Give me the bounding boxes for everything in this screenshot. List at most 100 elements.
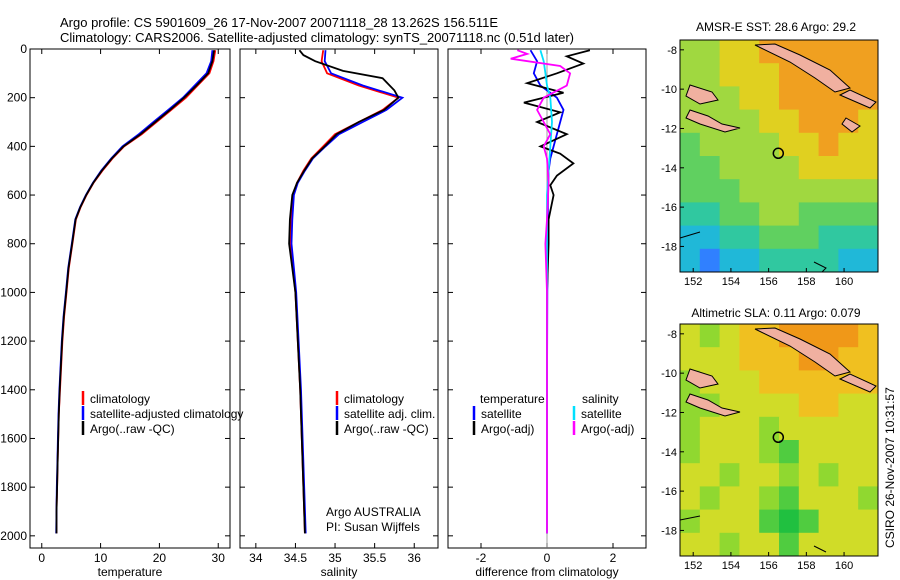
x-tick-label: 35 — [328, 551, 342, 565]
temperature-x-ticks: 0 10 20 30 — [38, 49, 225, 565]
salinity-x-ticks: 34 34.5 35 35.5 36 — [249, 49, 421, 565]
temperature-x-label: temperature — [98, 565, 163, 579]
heatmap-cell — [858, 509, 879, 534]
heatmap-cell — [818, 370, 839, 395]
heatmap-cell — [739, 156, 760, 180]
heatmap-cell — [739, 463, 760, 487]
heatmap-cell — [779, 109, 800, 134]
argo-note-line2: PI: Susan Wijffels — [326, 520, 420, 534]
heatmap-cell — [759, 440, 780, 464]
heatmap-cell — [719, 248, 740, 273]
map-y-tick-label: -8 — [667, 329, 677, 341]
salinity-lines — [288, 49, 405, 534]
map-x-tick-label: 158 — [797, 560, 815, 572]
salinity-panel: 34 34.5 35 35.5 36 salinity climatology sate… — [239, 48, 439, 579]
heatmap-cell — [838, 248, 859, 273]
heatmap-cell — [818, 248, 839, 273]
map-y-tick-label: -8 — [667, 45, 677, 57]
heatmap-cell — [680, 179, 701, 203]
y-tick-label: 2000 — [0, 529, 27, 543]
difference-x-label: difference from climatology — [475, 565, 618, 579]
argo-note-line1: Argo AUSTRALIA — [326, 505, 421, 519]
heatmap-cell — [838, 225, 859, 250]
heatmap-cell — [858, 486, 879, 511]
heatmap-cell — [759, 156, 780, 180]
map-x-tick-label: 158 — [797, 276, 815, 288]
coast-island-png-2 — [685, 109, 741, 133]
heatmap-cell — [719, 202, 740, 227]
heatmap-cell — [699, 132, 721, 157]
temperature-y-ticks: 0 200 400 600 800 1000 1200 1400 1600 1800 2000 — [0, 42, 230, 543]
x-tick-label: 34 — [249, 551, 263, 565]
heatmap-cell — [739, 179, 760, 203]
heatmap-cell — [798, 248, 820, 273]
coast-island-solomon-2 — [838, 89, 877, 109]
heatmap-cell — [719, 416, 740, 441]
heatmap-cell — [798, 156, 820, 180]
heatmap-cell — [779, 225, 800, 250]
series-line-salinity-argo-adj — [510, 49, 572, 534]
sst-heatmap-cells — [680, 40, 879, 273]
figure-title-line2: Climatology: CARS2006. Satellite-adjuste… — [60, 30, 574, 45]
difference-y-ticks — [448, 48, 646, 537]
coast-island-solomon-1 — [754, 327, 852, 377]
heatmap-cell — [680, 509, 701, 534]
heatmap-cell — [739, 109, 760, 134]
heatmap-cell — [759, 370, 780, 395]
heatmap-cell — [798, 225, 820, 250]
sla-map-x-ticks: 152 154 156 158 160 — [684, 552, 853, 572]
heatmap-cell — [739, 63, 760, 87]
heatmap-cell — [680, 225, 701, 250]
heatmap-cell — [798, 370, 820, 395]
heatmap-cell — [759, 347, 780, 371]
heatmap-cell — [838, 393, 859, 418]
heatmap-cell — [680, 132, 701, 157]
heatmap-cell — [719, 40, 740, 64]
heatmap-cell — [759, 202, 780, 227]
coast-reef-lines — [679, 515, 827, 553]
legend-header-salinity: salinity — [582, 392, 619, 406]
legend-label-satellite-adjusted: satellite-adjusted climatology — [90, 407, 243, 421]
heatmap-cell — [759, 393, 780, 418]
heatmap-cell — [719, 225, 740, 250]
sla-map-panel: Altimetric SLA: 0.11 Argo: 0.079 152 154 1… — [661, 306, 879, 572]
heatmap-cell — [699, 347, 721, 371]
salinity-x-label: salinity — [321, 565, 358, 579]
heatmap-cell — [739, 324, 760, 348]
heatmap-cell — [719, 156, 740, 180]
heatmap-cell — [699, 156, 721, 180]
heatmap-cell — [680, 416, 701, 441]
y-tick-label: 1400 — [0, 383, 27, 397]
heatmap-cell — [739, 225, 760, 250]
heatmap-cell — [739, 440, 760, 464]
difference-panel: -2 0 2 difference from climatology tempera… — [447, 48, 647, 579]
heatmap-cell — [798, 393, 820, 418]
heatmap-cell — [699, 63, 721, 87]
heatmap-cell — [818, 532, 839, 557]
heatmap-cell — [858, 347, 879, 371]
heatmap-cell — [699, 486, 721, 511]
heatmap-cell — [680, 40, 701, 64]
heatmap-cell — [680, 463, 701, 487]
difference-legend: temperature salinity satellite Argo(-adj… — [472, 392, 634, 436]
sla-heatmap-cells — [680, 324, 879, 557]
heatmap-cell — [759, 109, 780, 134]
heatmap-cell — [719, 132, 740, 157]
coast-island-solomon-2 — [838, 373, 877, 393]
heatmap-cell — [838, 63, 859, 87]
heatmap-cell — [838, 486, 859, 511]
heatmap-cell — [838, 179, 859, 203]
sst-map-panel: AMSR-E SST: 28.6 Argo: 29.2 152 154 156 158… — [661, 20, 879, 288]
y-tick-label: 1200 — [0, 334, 27, 348]
heatmap-cell — [779, 393, 800, 418]
heatmap-cell — [858, 532, 879, 557]
heatmap-cell — [759, 63, 780, 87]
heatmap-cell — [779, 86, 800, 111]
coast-island-png-2 — [685, 393, 741, 417]
heatmap-cell — [719, 370, 740, 395]
heatmap-cell — [818, 393, 839, 418]
heatmap-cell — [759, 86, 780, 111]
heatmap-cell — [680, 202, 701, 227]
map-x-tick-label: 156 — [759, 560, 777, 572]
heatmap-cell — [798, 532, 820, 557]
